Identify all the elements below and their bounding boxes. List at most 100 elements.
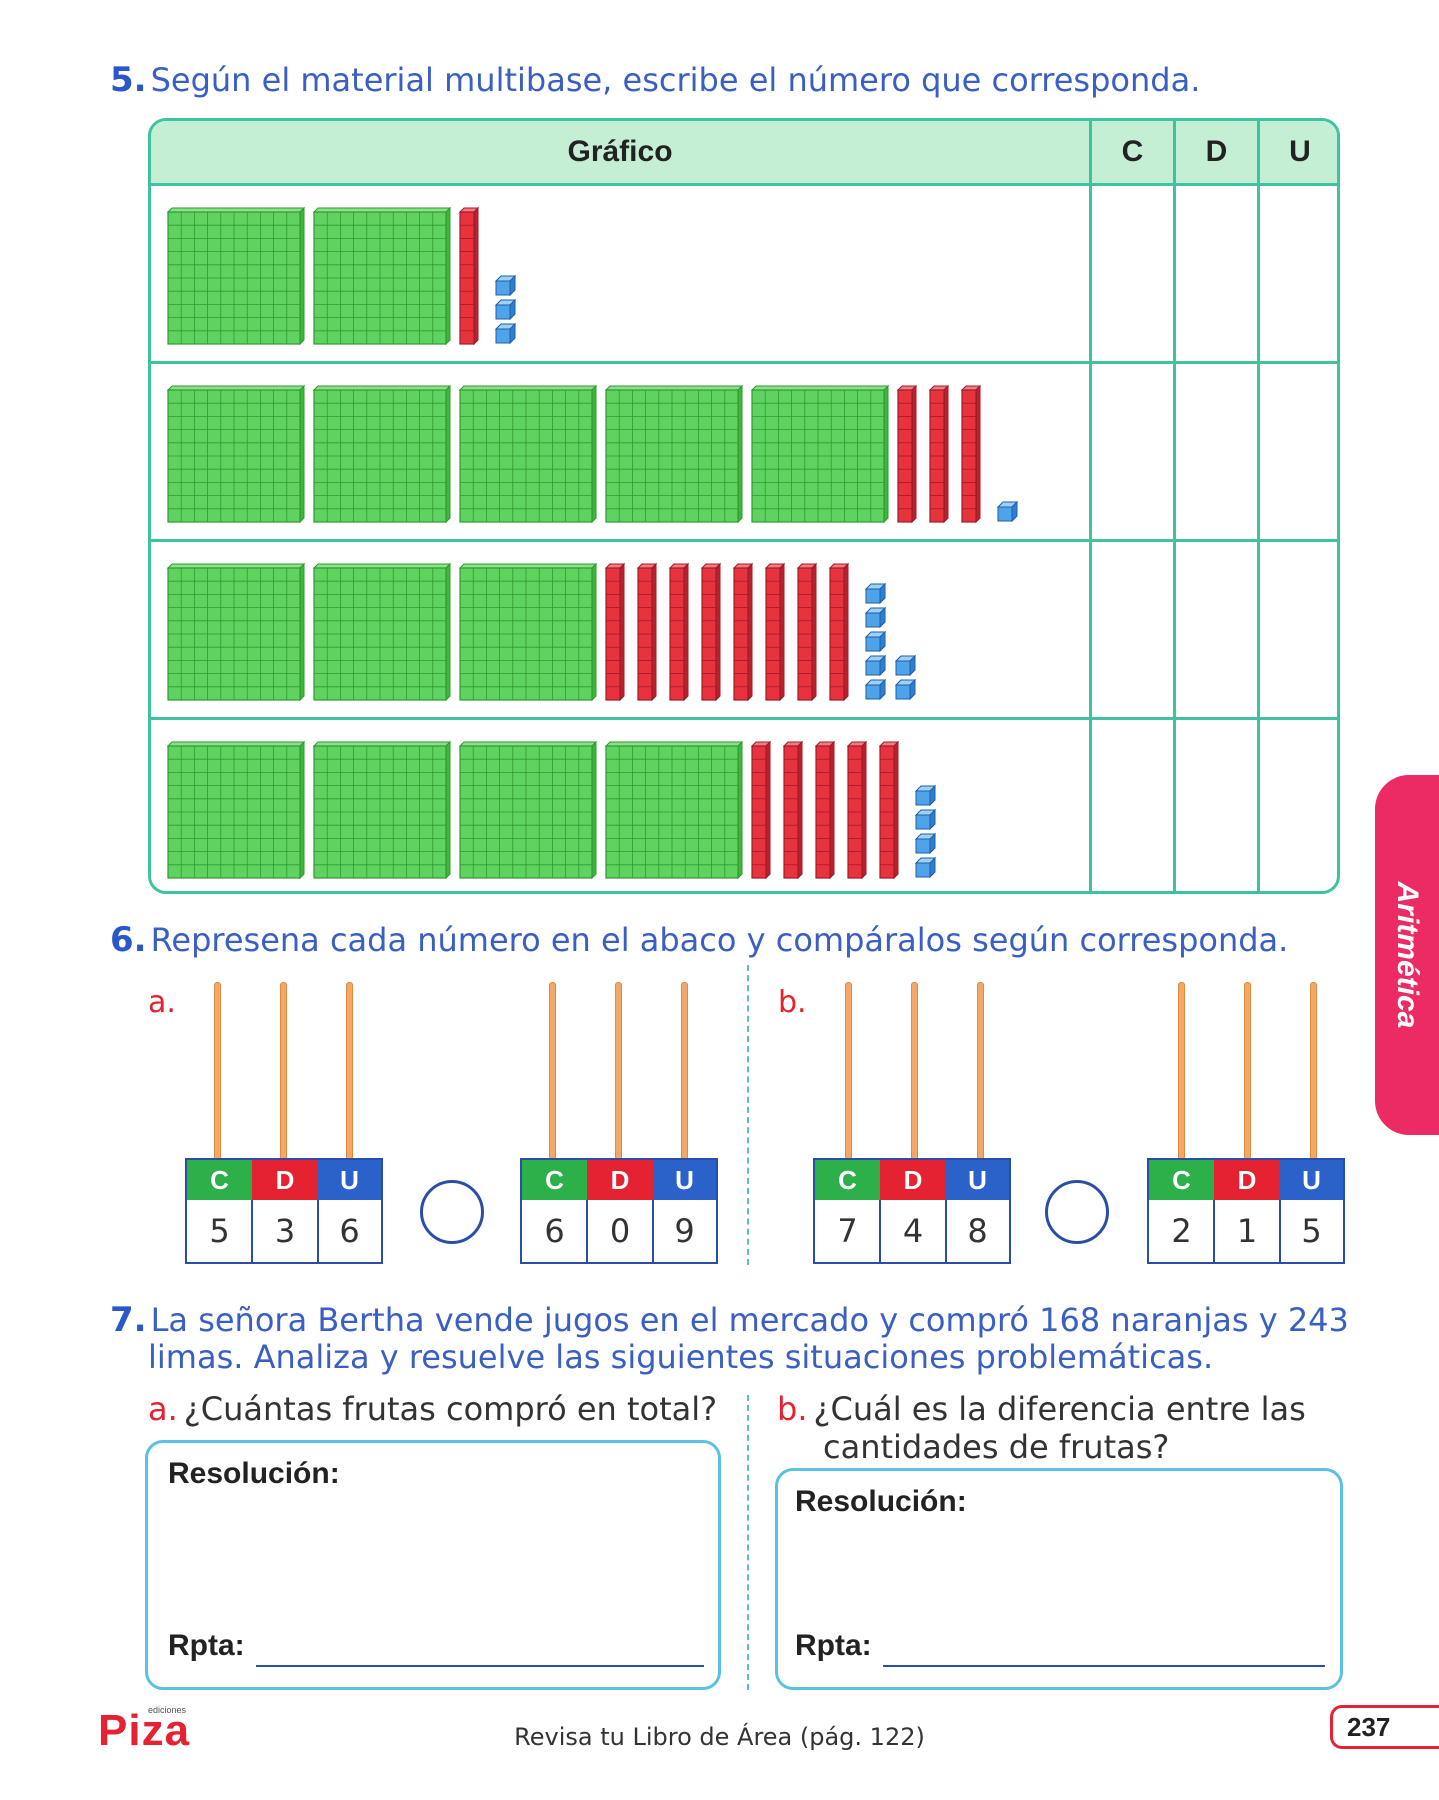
label-c: C <box>815 1160 880 1200</box>
value-u: 9 <box>674 1212 695 1250</box>
rod-c[interactable] <box>214 982 221 1160</box>
exercise-7-instruction-1: La señora Bertha vende jugos en el merca… <box>150 1301 1349 1339</box>
value-d: 0 <box>609 1212 631 1250</box>
multibase-table: Gráfico C D U <box>148 118 1340 894</box>
divider-ex6 <box>747 965 749 1265</box>
ten-rod <box>796 562 818 702</box>
unit-cube <box>914 856 937 879</box>
hundred-flat <box>750 384 890 524</box>
answer-cell-r2-d[interactable] <box>1176 364 1257 539</box>
rod-c[interactable] <box>1178 982 1185 1160</box>
footer-note: Revisa tu Libro de Área (pág. 122) <box>514 1723 925 1751</box>
answer-cell-r1-d[interactable] <box>1176 186 1257 361</box>
header-u: U <box>1260 121 1337 183</box>
rod-c[interactable] <box>845 982 852 1160</box>
value-d: 1 <box>1236 1212 1258 1250</box>
multibase-blocks-row-4 <box>166 740 937 880</box>
question-b-letter: b. <box>777 1390 808 1428</box>
header-graphic: Gráfico <box>151 121 1089 183</box>
rod-d[interactable] <box>280 982 287 1160</box>
question-a-text: ¿Cuántas frutas compró en total? <box>183 1390 718 1428</box>
unit-cube <box>864 654 887 677</box>
hundred-flat <box>166 206 306 346</box>
label-u: U <box>946 1160 1009 1200</box>
rod-u[interactable] <box>977 982 984 1160</box>
answer-cell-r2-u[interactable] <box>1260 364 1337 539</box>
exercise-7-title: 7. La señora Bertha vende jugos en el mer… <box>110 1300 1349 1340</box>
hundred-flat <box>604 384 744 524</box>
label-d: D <box>1214 1160 1280 1200</box>
value-c: 2 <box>1171 1212 1192 1250</box>
answer-cell-r3-u[interactable] <box>1260 542 1337 717</box>
publisher-logo: Piza <box>98 1706 191 1755</box>
page-number: 237 <box>1330 1705 1439 1749</box>
ten-rod <box>764 562 786 702</box>
rod-u[interactable] <box>681 982 688 1160</box>
answer-cell-r2-c[interactable] <box>1092 364 1173 539</box>
unit-cube <box>914 808 937 831</box>
ten-rod <box>960 384 982 524</box>
label-c: C <box>187 1160 252 1200</box>
exercise-6-instruction: Represena cada número en el abaco y comp… <box>150 921 1289 959</box>
value-u: 5 <box>1301 1212 1322 1250</box>
rod-d[interactable] <box>911 982 918 1160</box>
hundred-flat <box>458 384 598 524</box>
value-c: 7 <box>837 1212 858 1250</box>
ten-rod <box>700 562 722 702</box>
ten-rod <box>896 384 918 524</box>
ten-rod <box>732 562 754 702</box>
rod-u[interactable] <box>346 982 353 1160</box>
rod-u[interactable] <box>1310 982 1317 1160</box>
multibase-blocks-row-2 <box>166 384 1019 524</box>
answer-cell-r3-d[interactable] <box>1176 542 1257 717</box>
rod-d[interactable] <box>615 982 622 1160</box>
hundred-flat <box>312 740 452 880</box>
ten-rod <box>828 562 850 702</box>
answer-cell-r3-c[interactable] <box>1092 542 1173 717</box>
hundred-flat <box>458 562 598 702</box>
answer-cell-r4-d[interactable] <box>1176 720 1257 891</box>
question-b-text-2: cantidades de frutas? <box>823 1428 1170 1466</box>
ten-rod <box>782 740 804 880</box>
answer-cell-r1-c[interactable] <box>1092 186 1173 361</box>
part-a-letter: a. <box>148 985 176 1020</box>
hundred-flat <box>312 562 452 702</box>
resolution-box-b[interactable]: Resolución: Rpta: <box>775 1468 1343 1690</box>
answer-line-b[interactable] <box>883 1665 1325 1667</box>
answer-label-a: Rpta: <box>168 1629 245 1662</box>
answer-cell-r4-u[interactable] <box>1260 720 1337 891</box>
unit-cube <box>996 500 1019 523</box>
answer-line-a[interactable] <box>256 1665 704 1667</box>
answer-label-b: Rpta: <box>795 1629 872 1662</box>
label-c: C <box>1149 1160 1214 1200</box>
graphic-row-2 <box>151 364 1089 539</box>
resolution-label-b: Resolución: <box>795 1485 967 1518</box>
ten-rod <box>878 740 900 880</box>
exercise-6-title: 6. Represena cada número en el abaco y co… <box>110 920 1288 960</box>
label-u: U <box>1280 1160 1343 1200</box>
graphic-row-3 <box>151 542 1089 717</box>
label-u: U <box>318 1160 381 1200</box>
rod-c[interactable] <box>549 982 556 1160</box>
exercise-5-number: 5. <box>110 60 147 100</box>
header-d: D <box>1176 121 1257 183</box>
rod-d[interactable] <box>1244 982 1251 1160</box>
label-d: D <box>252 1160 318 1200</box>
compare-circle-b[interactable] <box>1045 1180 1109 1244</box>
hundred-flat <box>312 206 452 346</box>
unit-cube <box>494 298 517 321</box>
unit-cube <box>864 630 887 653</box>
hundred-flat <box>166 562 306 702</box>
section-tab: Aritmética <box>1375 775 1439 1135</box>
ten-rod <box>846 740 868 880</box>
resolution-box-a[interactable]: Resolución: Rpta: <box>145 1440 721 1690</box>
answer-cell-r1-u[interactable] <box>1260 186 1337 361</box>
answer-cell-r4-c[interactable] <box>1092 720 1173 891</box>
graphic-row-1 <box>151 186 1089 361</box>
resolution-label-a: Resolución: <box>168 1457 340 1490</box>
compare-circle-a[interactable] <box>420 1180 484 1244</box>
label-c: C <box>522 1160 587 1200</box>
unit-cube <box>894 678 917 701</box>
question-b-text-1: ¿Cuál es la diferencia entre las <box>813 1390 1306 1428</box>
section-tab-label: Aritmética <box>1391 881 1424 1029</box>
